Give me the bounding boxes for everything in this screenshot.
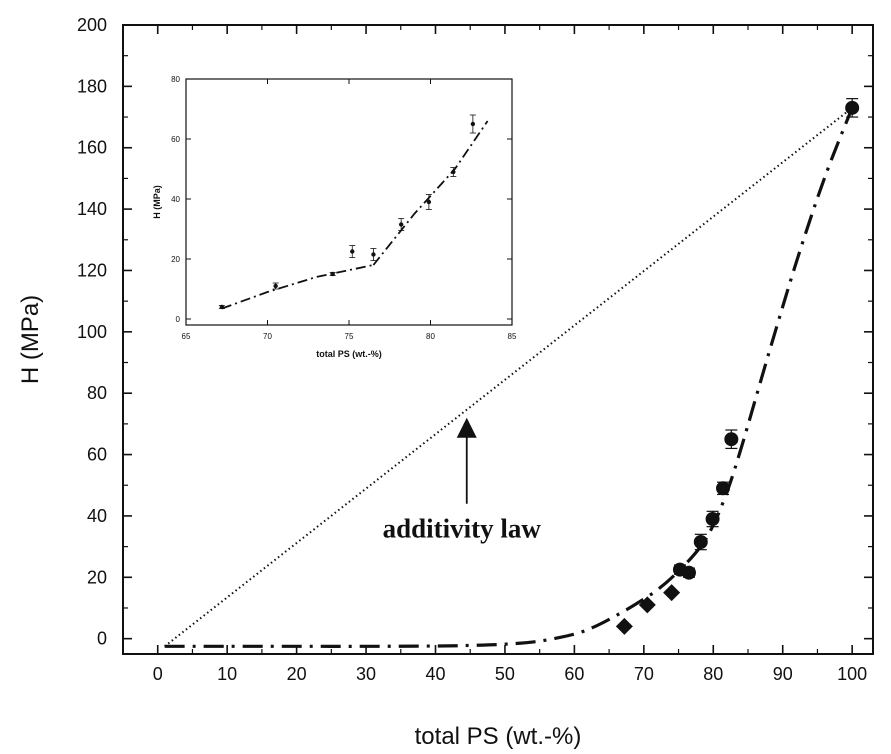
y-tick-label: 0: [97, 629, 107, 649]
inset-y-axis-title: H (MPa): [152, 185, 162, 219]
x-tick-label: 60: [564, 664, 584, 684]
x-tick-label: 80: [703, 664, 723, 684]
inset-data-points: [218, 114, 476, 310]
y-tick-label: 160: [77, 138, 107, 158]
inset-data-point: [470, 121, 476, 127]
inset-data-point: [273, 283, 278, 289]
x-tick-label: 70: [634, 664, 654, 684]
inset-y-tick-label: 20: [171, 255, 180, 264]
circle-point: [705, 511, 720, 526]
inset-axis-ticks: [185, 78, 513, 325]
additivity-line: [164, 107, 853, 648]
inset-x-tick-label: 70: [263, 332, 272, 341]
annotation-arrow-head: [456, 417, 477, 438]
inset-plot-frame: [185, 78, 513, 326]
inset-data-point: [350, 249, 355, 254]
inset-y-tick-label: 60: [171, 135, 180, 144]
main-tick-labels: 0 10 20 30 40 50 60 70 80 90 100 0 20 40 60 80 100 120 140…: [77, 15, 867, 684]
x-tick-label: 50: [495, 664, 515, 684]
x-axis-title: total PS (wt.-%): [415, 723, 582, 750]
y-tick-label: 60: [87, 445, 107, 465]
y-tick-label: 120: [77, 260, 107, 280]
inset-tick-labels: 65 70 75 80 85 0 20 40 60 80: [171, 75, 517, 341]
circle-point: [716, 481, 730, 496]
circle-point: [693, 535, 708, 550]
inset-data-point: [451, 169, 456, 175]
y-tick-label: 180: [77, 76, 107, 96]
main-plot-frame: [122, 24, 874, 655]
inset-data-point: [371, 252, 376, 257]
y-axis-title: H (MPa): [17, 295, 44, 384]
inset-data-point: [398, 222, 404, 227]
annotation-text: additivity law: [383, 514, 542, 544]
inset-y-tick-label: 40: [171, 195, 180, 204]
inset-fit-line: [372, 120, 489, 266]
inset-x-tick-label: 80: [426, 332, 435, 341]
y-tick-label: 200: [77, 15, 107, 35]
main-axis-ticks: [123, 24, 873, 654]
inset-x-tick-label: 85: [508, 332, 517, 341]
x-tick-label: 30: [356, 664, 376, 684]
x-tick-label: 90: [773, 664, 793, 684]
main-series-lines: [164, 107, 854, 648]
inset-fit-line: [221, 264, 374, 310]
inset-y-tick-label: 80: [171, 75, 180, 84]
inset-chart: 65 70 75 80 85 0 20 40 60 80 total PS (wt.-%) H (…: [152, 75, 517, 359]
circle-point: [681, 565, 696, 580]
y-tick-label: 20: [87, 567, 107, 587]
x-tick-label: 0: [153, 664, 163, 684]
x-tick-label: 20: [287, 664, 307, 684]
inset-data-point: [330, 271, 335, 277]
additivity-annotation: additivity law: [383, 417, 542, 544]
fit-curve: [164, 107, 854, 648]
y-tick-label: 100: [77, 322, 107, 342]
inset-x-tick-label: 75: [345, 332, 354, 341]
inset-x-axis-title: total PS (wt.-%): [316, 349, 382, 359]
diamond-point: [638, 596, 656, 614]
circle-point: [724, 432, 739, 447]
x-tick-label: 40: [425, 664, 445, 684]
inset-data-point: [426, 199, 432, 205]
diamond-point: [615, 617, 633, 635]
main-data-points: [615, 98, 860, 635]
inset-data-point: [219, 304, 225, 310]
x-tick-label: 10: [217, 664, 237, 684]
y-tick-label: 40: [87, 506, 107, 526]
y-tick-label: 140: [77, 199, 107, 219]
main-chart: 0 10 20 30 40 50 60 70 80 90 100 0 20 40 60 80 100 120 140…: [17, 15, 874, 750]
inset-x-tick-label: 65: [182, 332, 191, 341]
inset-series-lines: [221, 120, 489, 310]
inset-y-tick-label: 0: [176, 315, 181, 324]
x-tick-label: 100: [837, 664, 867, 684]
diamond-point: [663, 584, 681, 602]
circle-point: [845, 100, 860, 115]
y-tick-label: 80: [87, 383, 107, 403]
